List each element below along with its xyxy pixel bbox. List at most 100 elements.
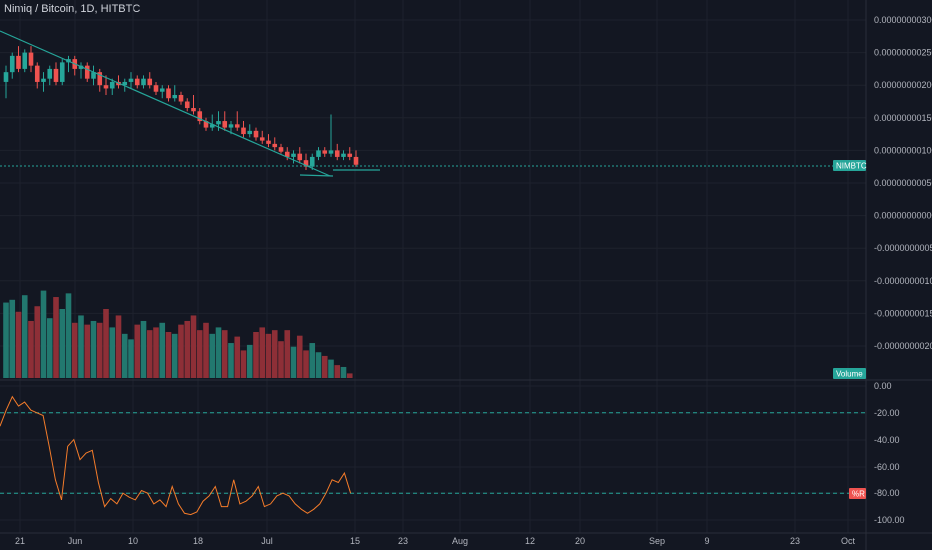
wr-tick-label: -40.00 — [874, 435, 900, 445]
wr-badge-label: %R — [852, 490, 865, 499]
volume-bar — [171, 333, 178, 378]
volume-bar — [271, 330, 278, 378]
volume-bar — [9, 299, 16, 378]
candle-body — [303, 160, 309, 167]
candle-body — [284, 151, 290, 157]
volume-bar — [115, 315, 122, 378]
candle-body — [59, 62, 65, 82]
trendline-descending — [0, 30, 331, 177]
time-axis[interactable]: 21 Jun 10 18 Jul 15 23 Aug 12 20 Sep 9 23 Oct — [15, 536, 856, 546]
volume-bar — [90, 320, 97, 378]
price-badge — [833, 160, 866, 171]
candle-body — [78, 65, 84, 69]
candle-body — [172, 94, 178, 99]
volume-bar — [46, 318, 53, 378]
price-tick-label: -0.0000000020000 — [874, 341, 932, 351]
chart-title: Nimiq / Bitcoin, 1D, HITBTC — [4, 3, 141, 15]
volume-badge-label: Volume — [836, 370, 863, 379]
candle-body — [103, 85, 109, 89]
candle-body — [178, 94, 184, 102]
volume-bar — [28, 320, 34, 378]
candle-body — [97, 72, 103, 86]
volume-bar — [53, 297, 59, 378]
volume-bar — [321, 355, 328, 378]
volume-bar — [184, 320, 191, 378]
volume-bar — [121, 333, 128, 378]
candle-body — [259, 137, 265, 141]
price-tick-label: 0.0000000020000 — [874, 80, 932, 90]
volume-bar — [315, 352, 322, 378]
candle-body — [122, 81, 128, 86]
wr-tick-label: -100.00 — [874, 515, 905, 525]
candle-body — [253, 130, 259, 138]
candle-body — [128, 78, 134, 82]
price-tick-label: -0.0000000010000 — [874, 276, 932, 286]
candle-body — [191, 108, 196, 112]
candle-body — [47, 68, 53, 79]
time-tick-label: 23 — [398, 536, 408, 546]
volume-bar — [34, 306, 41, 378]
wr-badge — [849, 488, 866, 499]
volume-bar — [265, 333, 272, 378]
candle-body — [234, 124, 240, 128]
trendline-support — [299, 174, 334, 177]
price-tick-label: 0.0000000000000 — [874, 211, 932, 221]
candle-body — [84, 65, 90, 79]
candle-body — [109, 81, 115, 89]
volume-bar — [165, 332, 172, 378]
volume-bar — [328, 359, 334, 378]
candle-body — [141, 78, 146, 86]
candlesticks — [3, 46, 359, 170]
price-badge-label: NIMBTC — [836, 162, 867, 171]
volume-bar — [71, 322, 78, 378]
volume-bar — [240, 350, 247, 378]
time-tick-label: Jul — [261, 536, 273, 546]
time-tick-label: Sep — [649, 536, 665, 546]
time-tick-label: 18 — [193, 536, 203, 546]
candle-body — [134, 78, 140, 86]
candle-body — [291, 153, 296, 157]
volume-bar — [284, 330, 291, 378]
time-tick-label: Oct — [841, 536, 856, 546]
candle-body — [28, 52, 34, 66]
candle-body — [22, 52, 28, 69]
candle-body — [3, 72, 9, 82]
wr-tick-label: 0.00 — [874, 381, 892, 391]
time-tick-label: 10 — [128, 536, 138, 546]
candle-body — [316, 150, 321, 157]
candle-body — [216, 121, 221, 125]
price-tick-label: 0.0000000025000 — [874, 48, 932, 58]
candle-body — [247, 130, 253, 135]
time-tick-label: 9 — [704, 536, 709, 546]
candle-body — [41, 78, 46, 82]
candle-body — [334, 150, 340, 157]
wr-tick-label: -80.00 — [874, 488, 900, 498]
volume-bar — [15, 311, 22, 378]
trendlines[interactable] — [0, 30, 380, 177]
candle-body — [197, 111, 203, 122]
candle-body — [53, 68, 59, 82]
price-tick-label: -0.0000000015000 — [874, 308, 932, 318]
volume-bar — [21, 295, 28, 378]
wr-line — [0, 395, 352, 516]
candle-body — [153, 85, 159, 92]
volume-bar — [96, 322, 103, 378]
volume-bar — [340, 366, 347, 378]
volume-bar — [296, 335, 303, 378]
volume-bar — [3, 302, 9, 378]
volume-bar — [159, 322, 166, 378]
williams-r-pane — [0, 395, 866, 516]
candle-body — [272, 143, 278, 148]
time-tick-label: 12 — [525, 536, 535, 546]
candle-body — [159, 88, 165, 92]
volume-bar — [246, 344, 253, 378]
candle-body — [16, 55, 21, 69]
price-axis[interactable]: 0.0000000030000 0.0000000025000 0.00000000… — [833, 15, 932, 525]
wr-tick-label: -60.00 — [874, 462, 900, 472]
volume-bar — [140, 320, 147, 378]
volume-bar — [303, 350, 309, 378]
candle-body — [209, 124, 215, 128]
volume-bar — [334, 365, 341, 378]
